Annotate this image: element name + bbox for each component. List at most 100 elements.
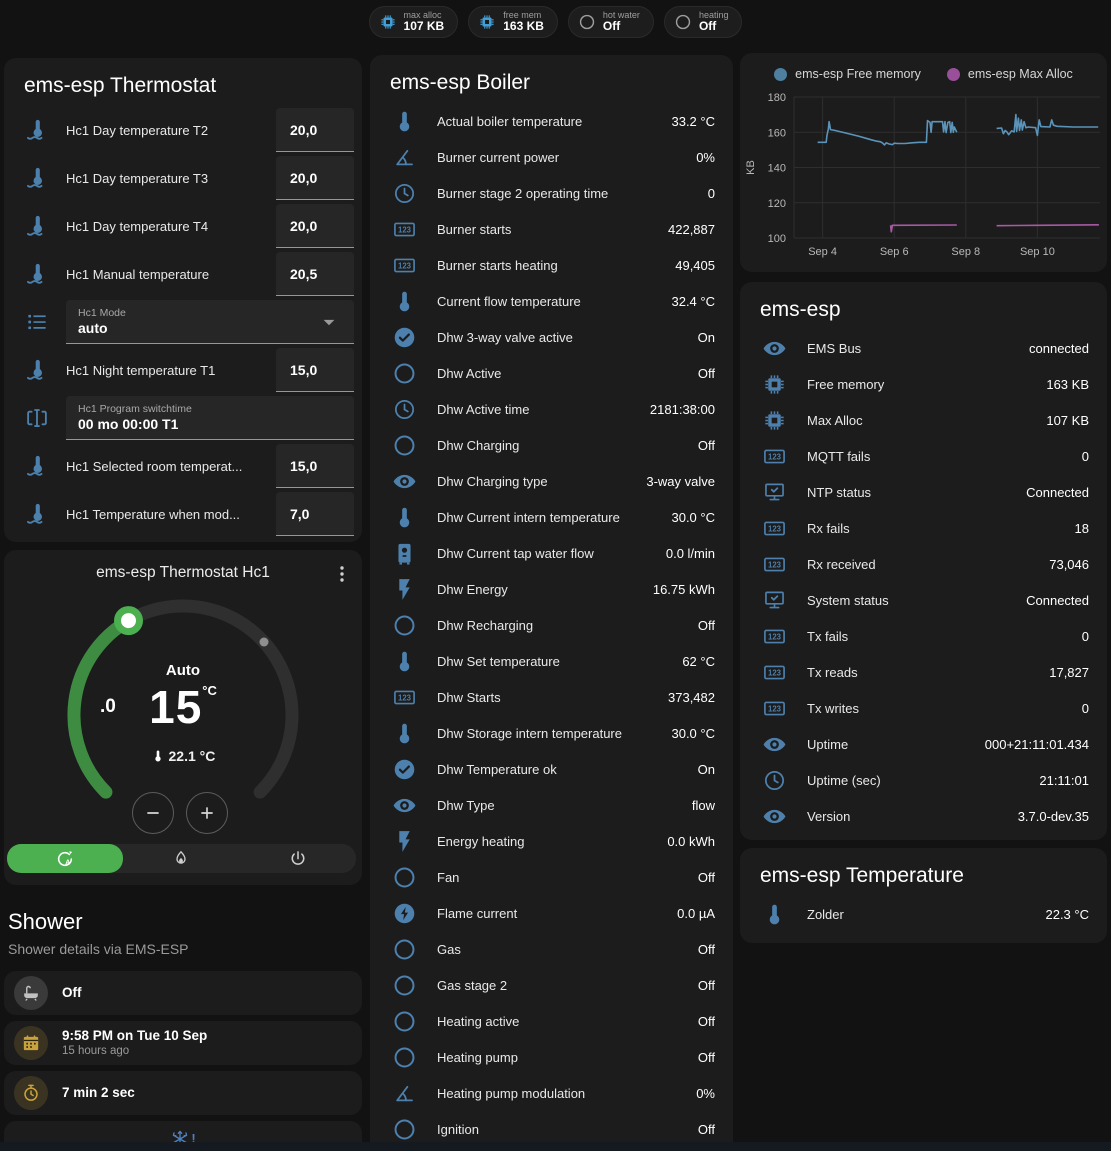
shower-subtitle: Shower details via EMS-ESP — [8, 941, 189, 957]
entity-row[interactable]: Dhw Set temperature 62 °C — [370, 643, 733, 679]
entity-row[interactable]: Dhw Storage intern temperature 30.0 °C — [370, 715, 733, 751]
badge-hot-water[interactable]: hot water Off — [567, 6, 654, 38]
entity-row[interactable]: EMS Bus connected — [740, 330, 1107, 366]
entity-row[interactable]: Heating pump modulation 0% — [370, 1075, 733, 1111]
shower-stat-card[interactable]: Off — [4, 971, 362, 1015]
entity-row[interactable]: Ignition Off — [370, 1111, 733, 1147]
entity-row[interactable]: 123 Burner starts heating 49,405 — [370, 247, 733, 283]
shower-stat-card[interactable]: 9:58 PM on Tue 10 Sep 15 hours ago — [4, 1021, 362, 1065]
entity-row[interactable]: Dhw Charging Off — [370, 427, 733, 463]
entity-row[interactable]: 123 Tx reads 17,827 — [740, 654, 1107, 690]
entity-row[interactable]: 123 Rx received 73,046 — [740, 546, 1107, 582]
number-input[interactable]: 7,0 — [276, 492, 354, 536]
entity-row[interactable]: 123 Rx fails 18 — [740, 510, 1107, 546]
entity-value: connected — [1029, 340, 1089, 356]
memory-chart[interactable]: 100 120 140 160 180 Sep 4 Sep 6 Sep 8 Sep 10 KB — [740, 53, 1107, 272]
entity-row[interactable]: 123 Burner starts 422,887 — [370, 211, 733, 247]
badge-free-mem[interactable]: free mem 163 KB — [468, 6, 558, 38]
counter-icon: 123 — [762, 552, 787, 577]
stat-text: Off — [62, 985, 82, 1001]
entity-row[interactable]: Dhw Energy 16.75 kWh — [370, 571, 733, 607]
entity-row[interactable]: Free memory 163 KB — [740, 366, 1107, 402]
entity-row[interactable]: Dhw 3-way valve active On — [370, 319, 733, 355]
entity-label: Tx reads — [807, 664, 858, 680]
thermostat-dial[interactable] — [4, 580, 362, 830]
setting-label: Hc1 Night temperature T1 — [66, 362, 216, 378]
mode-button-flame[interactable] — [123, 844, 239, 873]
number-input[interactable]: 15,0 — [276, 348, 354, 392]
stat-text: 9:58 PM on Tue 10 Sep 15 hours ago — [62, 1027, 208, 1058]
increase-temp-button[interactable] — [186, 792, 228, 834]
entity-row[interactable]: Fan Off — [370, 859, 733, 895]
entity-row[interactable]: 123 Tx fails 0 — [740, 618, 1107, 654]
entity-row[interactable]: Actual boiler temperature 33.2 °C — [370, 103, 733, 139]
mode-button-power[interactable] — [240, 844, 356, 873]
entity-row[interactable]: Dhw Current intern temperature 30.0 °C — [370, 499, 733, 535]
entity-value: 0% — [696, 1085, 715, 1101]
number-input[interactable]: 20,0 — [276, 204, 354, 248]
entity-row[interactable]: Max Alloc 107 KB — [740, 402, 1107, 438]
entity-row[interactable]: Zolder 22.3 °C — [740, 896, 1107, 932]
badge-heating[interactable]: heating Off — [663, 6, 743, 38]
kebab-menu-icon[interactable] — [330, 562, 354, 586]
entity-row[interactable]: Energy heating 0.0 kWh — [370, 823, 733, 859]
entity-row[interactable]: Version 3.7.0-dev.35 — [740, 798, 1107, 834]
decrease-temp-button[interactable] — [132, 792, 174, 834]
entity-row[interactable]: 123 Dhw Starts 373,482 — [370, 679, 733, 715]
svg-text:123: 123 — [768, 452, 782, 461]
entity-row[interactable]: Dhw Recharging Off — [370, 607, 733, 643]
entity-row[interactable]: Dhw Temperature ok On — [370, 751, 733, 787]
entity-value: 0.0 µA — [677, 905, 715, 921]
entity-row[interactable]: Dhw Current tap water flow 0.0 l/min — [370, 535, 733, 571]
entity-value: Connected — [1026, 592, 1089, 608]
entity-row[interactable]: 123 MQTT fails 0 — [740, 438, 1107, 474]
mode-button-auto[interactable]: A — [7, 844, 124, 873]
eye-icon — [392, 469, 417, 494]
entity-value: 18 — [1074, 520, 1089, 536]
monitor-check-icon — [762, 588, 787, 613]
entity-row[interactable]: Gas stage 2 Off — [370, 967, 733, 1003]
entity-row[interactable]: Current flow temperature 32.4 °C — [370, 283, 733, 319]
entity-value: 0% — [696, 149, 715, 165]
entity-row[interactable]: Dhw Active Off — [370, 355, 733, 391]
setting-label: Hc1 Temperature when mod... — [66, 506, 240, 522]
timer-icon — [21, 1083, 41, 1103]
entity-row[interactable]: System status Connected — [740, 582, 1107, 618]
entity-row[interactable]: Dhw Type flow — [370, 787, 733, 823]
entity-value: Off — [697, 941, 715, 957]
entity-row[interactable]: Heating active Off — [370, 1003, 733, 1039]
legend-item[interactable]: ems-esp Max Alloc — [946, 67, 1073, 81]
entity-row[interactable]: NTP status Connected — [740, 474, 1107, 510]
entity-row[interactable]: Uptime (sec) 21:11:01 — [740, 762, 1107, 798]
badge-max-alloc[interactable]: max alloc 107 KB — [368, 6, 459, 38]
setting-row: Hc1 Mode auto — [4, 298, 362, 346]
entity-row[interactable]: Flame current 0.0 µA — [370, 895, 733, 931]
number-input[interactable]: 20,5 — [276, 252, 354, 296]
entity-label: Dhw Current tap water flow — [437, 545, 594, 561]
entity-value: 2181:38:00 — [649, 401, 715, 417]
entity-row[interactable]: Dhw Active time 2181:38:00 — [370, 391, 733, 427]
thermometer-icon — [762, 902, 787, 927]
number-input[interactable]: 15,0 — [276, 444, 354, 488]
legend-item[interactable]: ems-esp Free memory — [774, 67, 921, 81]
entity-row[interactable]: Dhw Charging type 3-way valve — [370, 463, 733, 499]
number-input[interactable]: 20,0 — [276, 156, 354, 200]
mode-select[interactable]: Hc1 Mode auto — [66, 299, 354, 345]
entity-row[interactable]: Burner current power 0% — [370, 139, 733, 175]
entity-label: Actual boiler temperature — [437, 113, 583, 129]
text-input[interactable]: Hc1 Program switchtime 00 mo 00:00 T1 — [66, 395, 354, 441]
number-input[interactable]: 20,0 — [276, 108, 354, 152]
entity-value: 22.3 °C — [1045, 906, 1089, 922]
entity-row[interactable]: 123 Tx writes 0 — [740, 690, 1107, 726]
entity-row[interactable]: Heating pump Off — [370, 1039, 733, 1075]
shower-stat-card[interactable]: 7 min 2 sec — [4, 1071, 362, 1115]
entity-value: Off — [697, 1013, 715, 1029]
target-temperature: 15°C — [4, 680, 362, 734]
entity-row[interactable]: Uptime 000+21:11:01.434 — [740, 726, 1107, 762]
entity-label: NTP status — [807, 484, 872, 500]
right-column: ems-esp Free memory ems-esp Max Alloc 100… — [740, 53, 1107, 943]
entity-row[interactable]: Gas Off — [370, 931, 733, 967]
boiler-rows: Actual boiler temperature 33.2 °C Burner c… — [370, 103, 733, 1147]
svg-text:Sep 6: Sep 6 — [880, 246, 909, 258]
entity-row[interactable]: Burner stage 2 operating time 0 — [370, 175, 733, 211]
